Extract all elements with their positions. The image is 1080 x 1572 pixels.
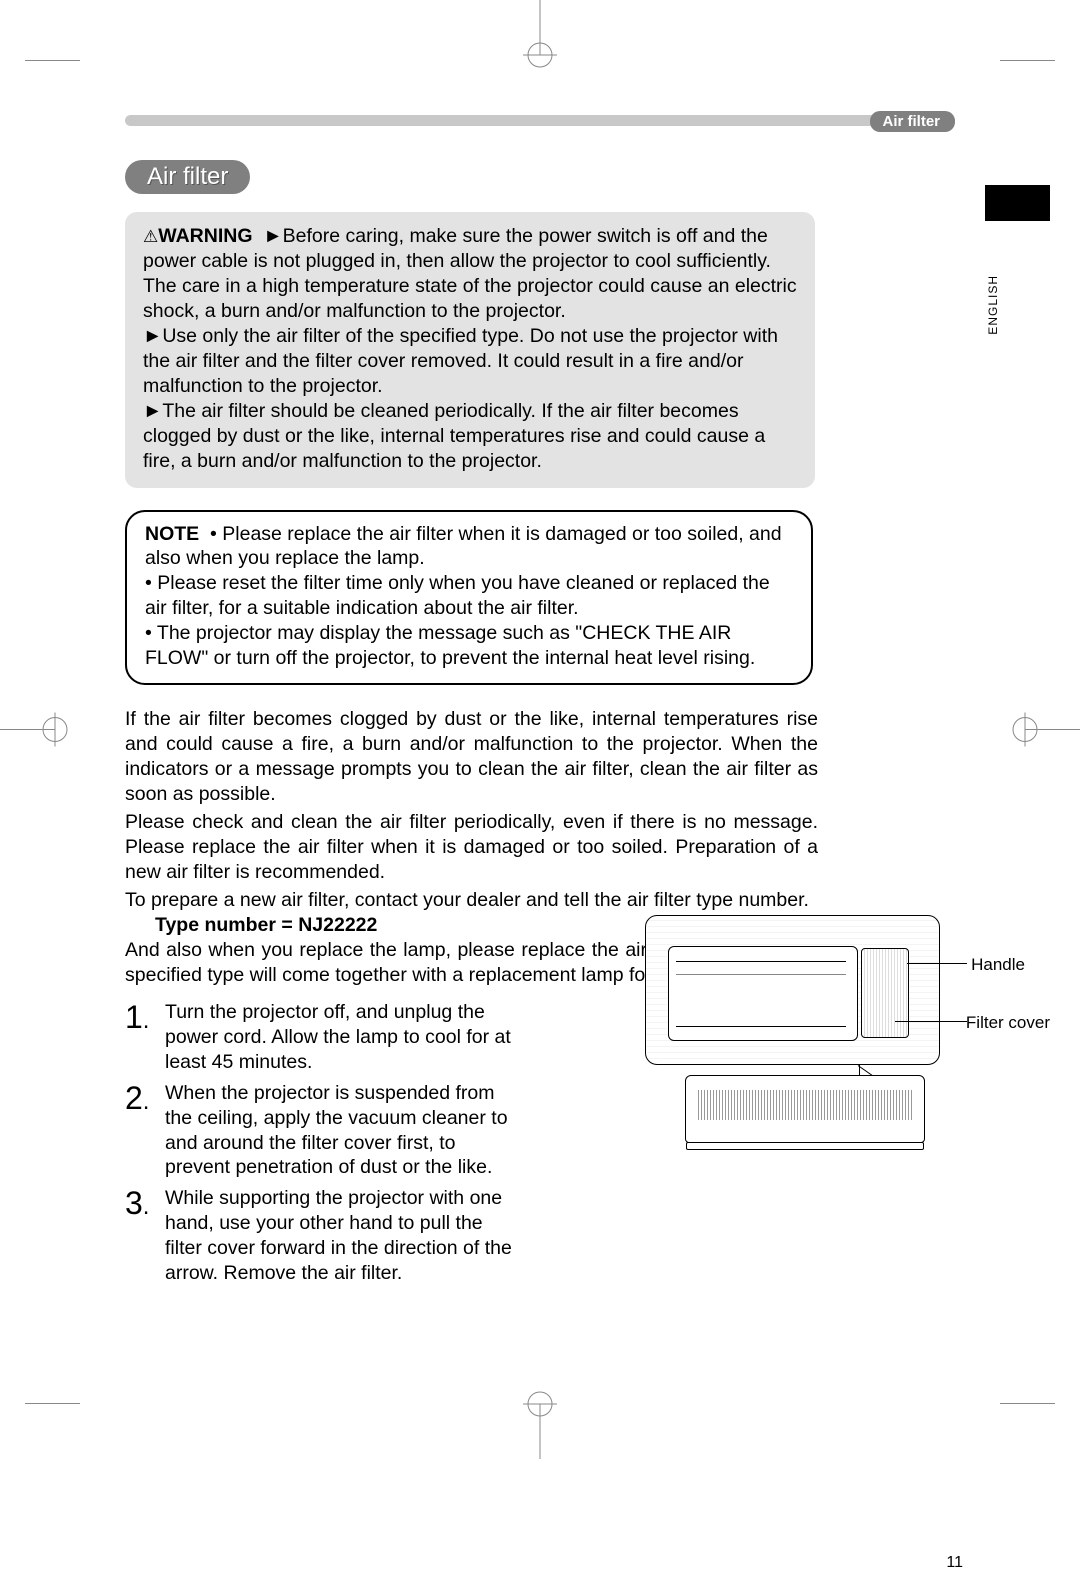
step-number: 2.: [125, 1081, 165, 1114]
callout-handle: Handle: [971, 955, 1025, 975]
callout-filter-cover: Filter cover: [966, 1013, 1050, 1033]
body-paragraph: Please check and clean the air filter pe…: [125, 810, 818, 885]
leader-line: [907, 963, 967, 964]
projector-diagram: [645, 915, 940, 1065]
warning-label: WARNING: [158, 225, 252, 247]
warning-text: The air filter should be cleaned periodi…: [143, 400, 765, 472]
crop-mark: [25, 60, 80, 61]
crop-mark: [1000, 60, 1055, 61]
warning-box: ⚠WARNING ►Before caring, make sure the p…: [125, 212, 815, 488]
filter-part: [861, 948, 909, 1038]
registration-mark-icon: [0, 705, 70, 760]
note-box: NOTE • Please replace the air filter whe…: [125, 510, 813, 686]
step-text: Turn the projector off, and unplug the p…: [165, 1000, 515, 1075]
step-item: 3. While supporting the projector with o…: [125, 1186, 818, 1286]
step-text: While supporting the projector with one …: [165, 1186, 515, 1286]
page-number: 11: [946, 1554, 963, 1572]
crop-mark: [0, 110, 1, 165]
note-text: The projector may display the message su…: [145, 622, 755, 669]
language-label: ENGLISH: [986, 275, 1000, 335]
note-text: Please reset the filter time only when y…: [145, 572, 770, 619]
crop-mark: [25, 1403, 80, 1404]
side-tab: [985, 185, 1050, 221]
header-line: [125, 115, 955, 126]
crop-mark: [0, 0, 1, 55]
figure: Handle Filter cover: [645, 915, 965, 1143]
leader-line: [895, 1021, 967, 1022]
registration-mark-icon: [1010, 705, 1080, 760]
step-number: 1.: [125, 1000, 165, 1033]
registration-mark-icon: [515, 1389, 565, 1464]
step-text: When the projector is suspended from the…: [165, 1081, 515, 1181]
projector-front-diagram: [685, 1075, 925, 1143]
warning-text: Use only the air filter of the specified…: [143, 325, 778, 397]
section-title: Air filter: [125, 160, 250, 194]
header-tab: Air filter: [870, 111, 955, 132]
header-bar: Air filter: [125, 115, 955, 135]
crop-mark: [0, 55, 1, 110]
registration-mark-icon: [515, 0, 565, 75]
body-paragraph: To prepare a new air filter, contact you…: [125, 888, 818, 913]
body-paragraph: If the air filter becomes clogged by dus…: [125, 707, 818, 807]
crop-mark: [0, 165, 1, 220]
warning-icon: ⚠: [143, 227, 158, 246]
step-number: 3.: [125, 1186, 165, 1219]
note-label: NOTE: [145, 523, 199, 545]
crop-mark: [1000, 1403, 1055, 1404]
note-text: Please replace the air filter when it is…: [145, 523, 782, 570]
